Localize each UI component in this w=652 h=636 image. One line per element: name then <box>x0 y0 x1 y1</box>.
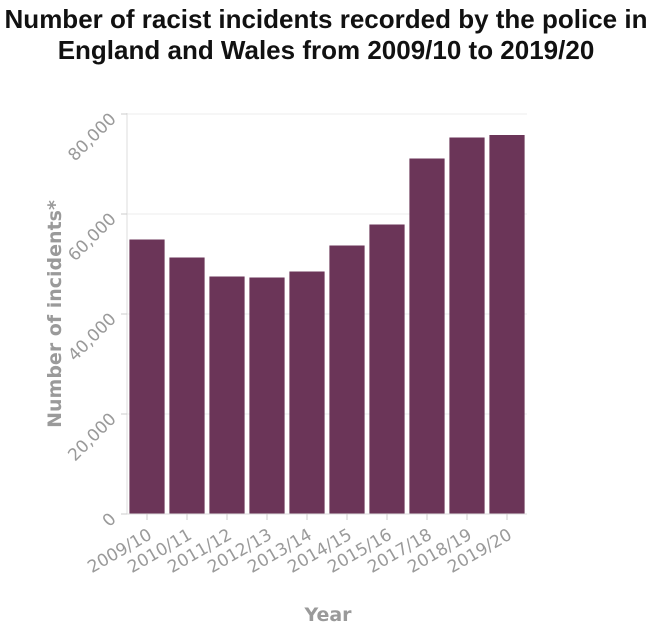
bars <box>129 135 525 514</box>
y-tick-label: 40,000 <box>64 309 120 365</box>
bar <box>169 257 205 514</box>
bar <box>129 239 165 514</box>
y-tick-label: 60,000 <box>64 209 120 265</box>
bar <box>209 276 245 514</box>
y-tick-label: 80,000 <box>64 109 120 165</box>
bar <box>409 158 445 514</box>
bar <box>369 224 405 514</box>
bar <box>449 137 485 514</box>
y-axis-label: Number of incidents* <box>44 200 66 428</box>
y-tick-label: 0 <box>99 509 121 531</box>
y-axis-ticks: 0 20,000 40,000 60,000 80,000 <box>64 109 127 531</box>
x-axis-label: Year <box>303 604 352 626</box>
bar <box>329 245 365 514</box>
chart-title: Number of racist incidents recorded by t… <box>4 4 648 65</box>
x-axis-ticks: 2009/102010/112011/122012/132013/142014/… <box>84 514 516 578</box>
bar <box>489 135 525 514</box>
y-tick-label: 20,000 <box>64 409 120 465</box>
bar <box>249 277 285 514</box>
bar <box>289 271 325 514</box>
